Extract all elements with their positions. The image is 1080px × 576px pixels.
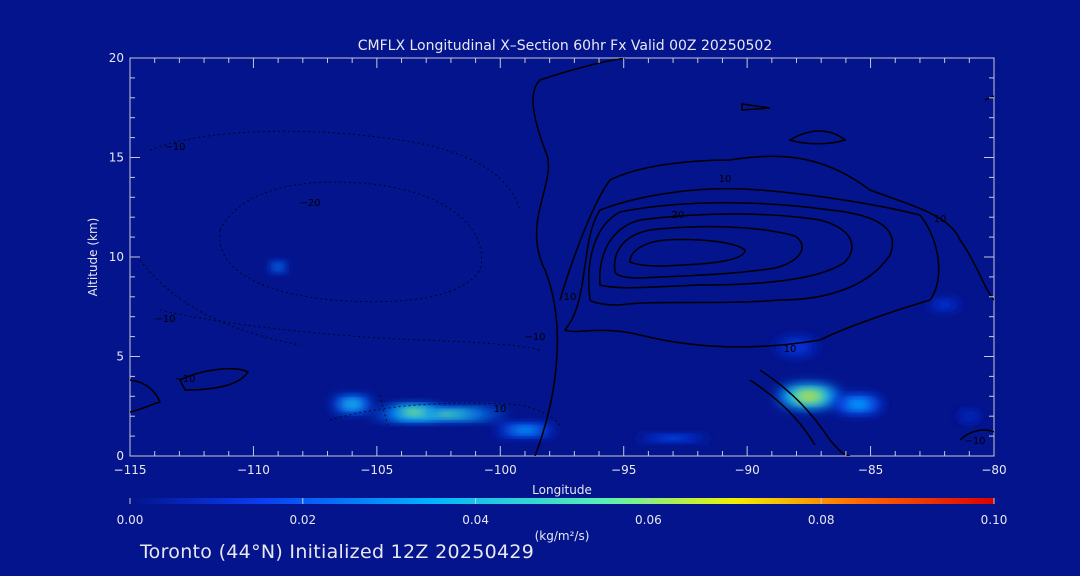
contour-line [588,201,894,306]
contour-line [629,238,746,267]
contour-line [130,379,162,413]
colorbar-unit-label: (kg/m²/s) [535,529,590,543]
contour-line [559,155,994,301]
y-tick-label: 10 [109,250,124,264]
contour-label: −10 [174,374,195,385]
flux-cell [801,393,816,399]
flux-cell [347,402,357,407]
y-tick-label: 0 [116,449,124,463]
contour-line [599,213,853,289]
flux-cell [407,410,420,414]
colorbar-tick-label: 0.10 [981,513,1008,527]
y-axis-label: Altitude (km) [86,218,100,297]
contour-label: −10 [524,332,545,343]
contour-label: 10 [564,292,577,303]
contour-line [788,130,847,145]
contour-line [741,103,771,111]
x-tick-label: −115 [114,463,147,477]
negative-contours [139,130,561,426]
contour-labels: −10 −20 −10 −10 10 10 20 10 −10 10 −10 10 [154,142,985,447]
colorbar-tick-label: 0.00 [117,513,144,527]
contour-line [563,187,940,348]
colorbar [130,498,994,504]
contour-label: 10 [934,214,947,225]
flux-cell [940,303,949,307]
flux-cell [276,265,280,269]
contour-line [749,379,816,446]
colorbar-tick-label: 0.08 [808,513,835,527]
run-info-footer: Toronto (44°N) Initialized 12Z 20250429 [140,541,535,563]
x-tick-label: −80 [981,463,1006,477]
flux-cell [664,437,682,439]
flux-cell [791,344,802,349]
contour-label: 20 [672,210,685,221]
x-tick-label: −105 [360,463,393,477]
x-axis: −115 −110 −105 −100 −95 −90 −85 −80 [114,58,1007,477]
y-tick-label: 15 [109,151,124,165]
contour-line [178,367,250,391]
x-tick-label: −100 [484,463,517,477]
x-tick-label: −95 [611,463,636,477]
colorbar-tick-label: 0.04 [462,513,489,527]
contour-line [613,225,803,279]
y-axis: 0 5 10 15 20 [109,51,994,463]
colorbar-tick-label: 0.06 [635,513,662,527]
contour-label: −20 [299,198,320,209]
colorbar-ticks: 0.00 0.02 0.04 0.06 0.08 0.10 [117,498,1008,527]
flux-cell [852,402,864,407]
x-axis-label: Longitude [532,483,592,497]
y-tick-label: 5 [116,350,124,364]
contour-label: 10 [719,174,732,185]
colorbar-tick-label: 0.02 [289,513,316,527]
contour-label: −10 [154,314,175,325]
contour-line [759,369,851,456]
y-tick-label: 20 [109,51,124,65]
contour-line [532,58,626,456]
plot-frame [129,57,995,457]
x-tick-label: −90 [734,463,759,477]
contour-label: −10 [164,142,185,153]
flux-cell [518,428,532,432]
contour-label: −10 [964,436,985,447]
x-tick-label: −85 [858,463,883,477]
chart-title: CMFLX Longitudinal X–Section 60hr Fx Val… [358,38,772,54]
contour-label: 10 [784,344,797,355]
flux-cell [966,414,973,418]
contour-line [959,429,994,441]
temperature-contours [130,58,994,456]
contour-label: 10 [494,404,507,415]
x-tick-label: −110 [237,463,270,477]
